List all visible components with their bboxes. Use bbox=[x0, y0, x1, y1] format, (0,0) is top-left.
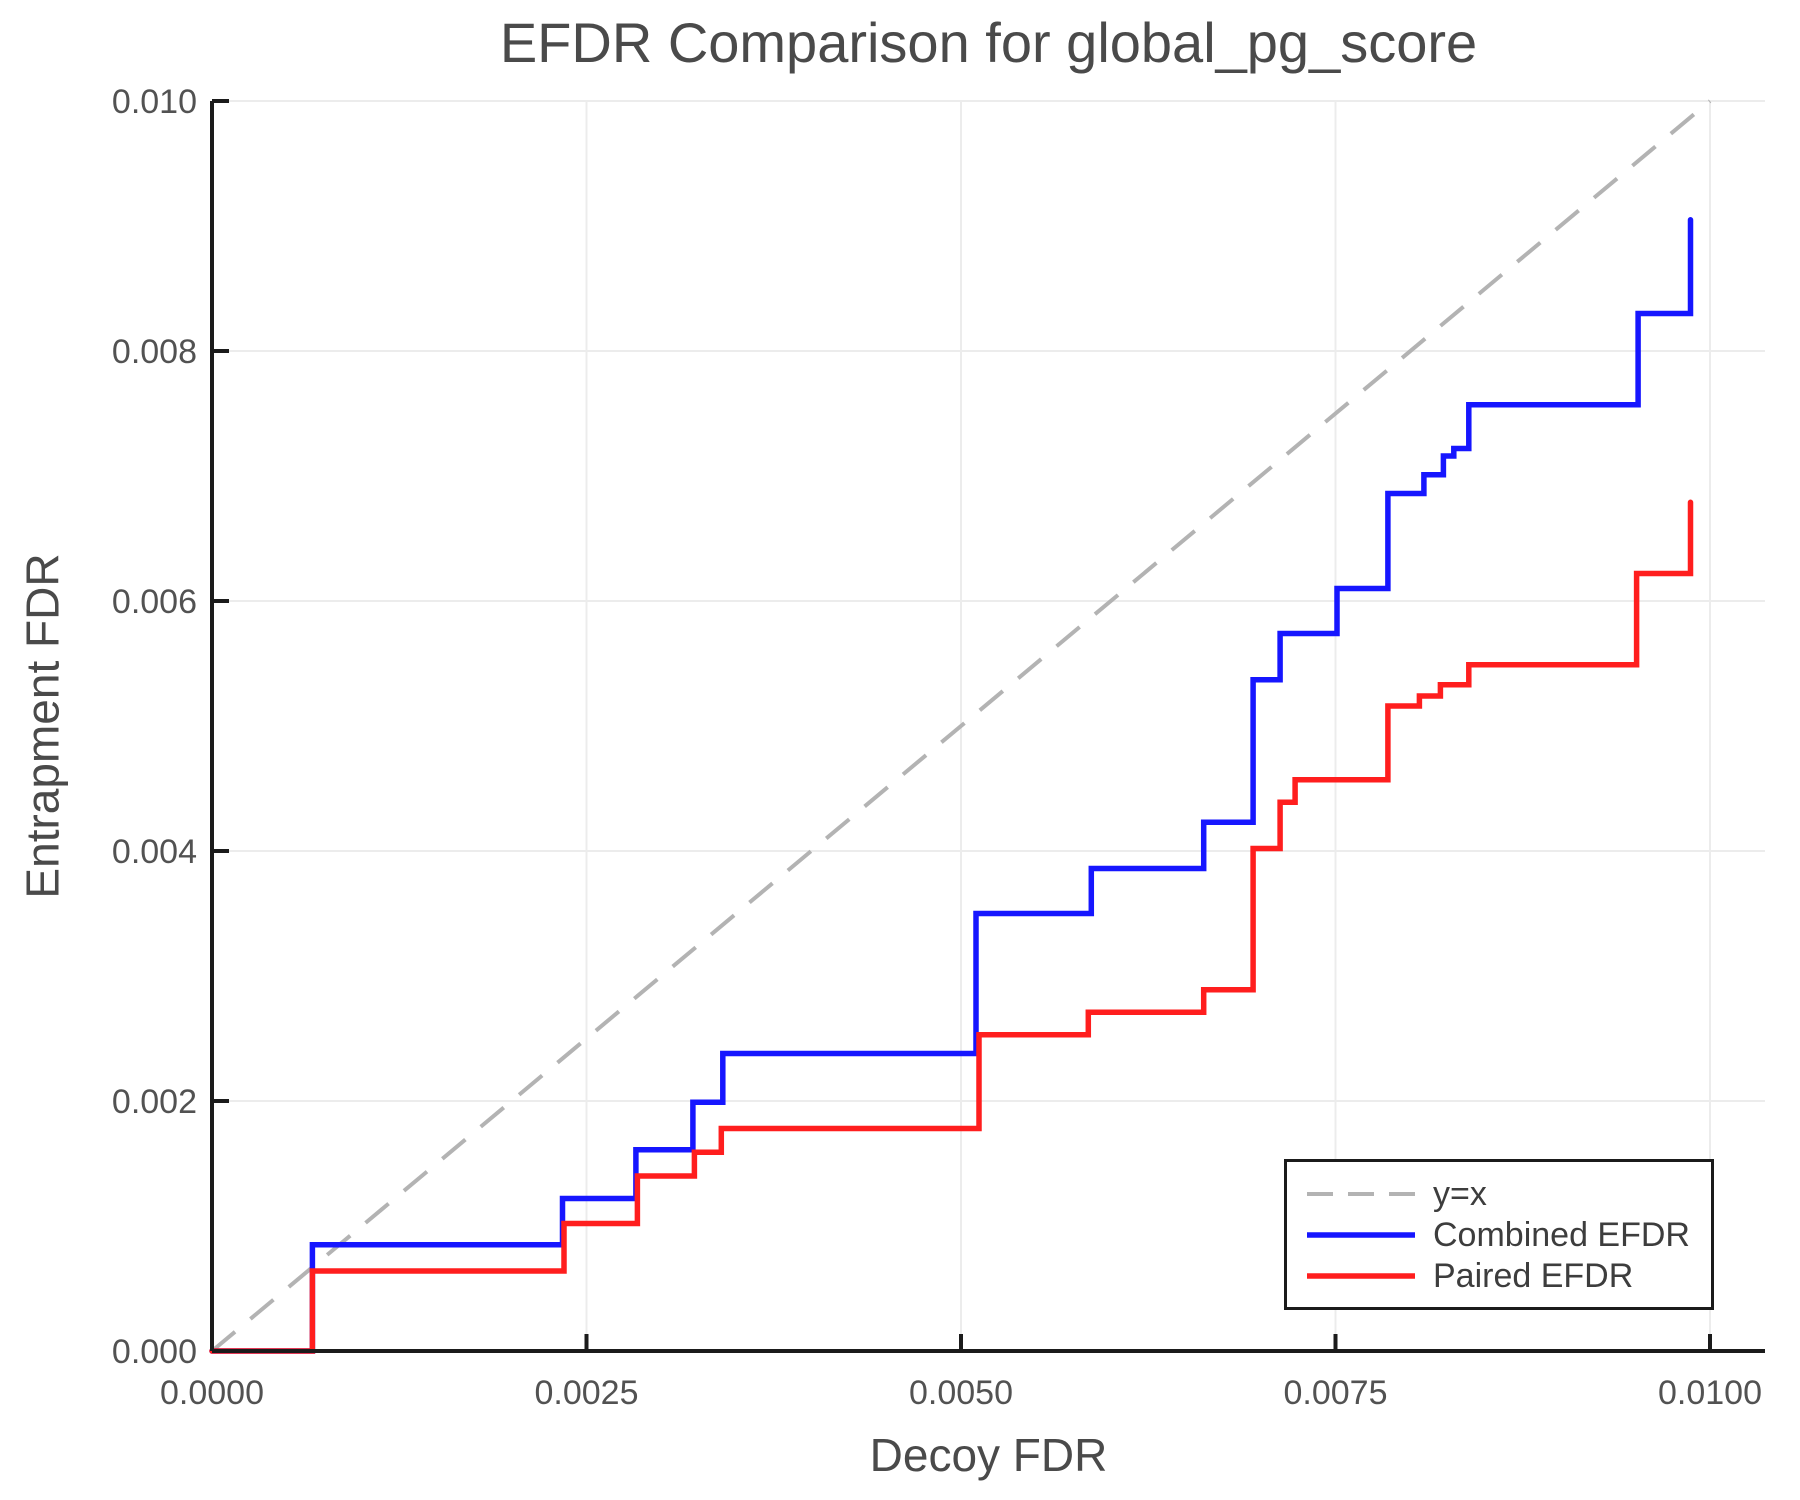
x-axis-label: Decoy FDR bbox=[869, 1429, 1108, 1481]
y-tick-label: 0.004 bbox=[112, 833, 197, 871]
combined-efdr-line-sample bbox=[1307, 1231, 1415, 1238]
x-tick-label: 0.0025 bbox=[535, 1374, 639, 1412]
y-tick-label: 0.006 bbox=[112, 583, 197, 621]
chart-title: EFDR Comparison for global_pg_score bbox=[499, 11, 1478, 74]
x-tick-label: 0.0100 bbox=[1658, 1374, 1762, 1412]
y-tick-label: 0.002 bbox=[112, 1083, 197, 1121]
y-tick-label: 0.000 bbox=[112, 1333, 197, 1371]
y-tick-label: 0.010 bbox=[112, 83, 197, 121]
x-tick-label: 0.0075 bbox=[1284, 1374, 1388, 1412]
y-axis-label: Entrapment FDR bbox=[17, 553, 69, 899]
identity-line bbox=[210, 99, 1712, 1353]
y-tick-label: 0.008 bbox=[112, 333, 197, 371]
legend-item-combined-efdr: Combined EFDR bbox=[1305, 1216, 1711, 1254]
identity-line-sample bbox=[1307, 1191, 1415, 1196]
legend: y=x Combined EFDR Paired EFDR bbox=[1284, 1159, 1714, 1310]
legend-label-combined-efdr: Combined EFDR bbox=[1433, 1215, 1690, 1254]
x-tick-label: 0.0050 bbox=[909, 1374, 1013, 1412]
legend-label-paired-efdr: Paired EFDR bbox=[1433, 1256, 1634, 1295]
series-path-paired-efdr bbox=[209, 499, 1694, 1354]
paired-efdr-line-sample bbox=[1307, 1272, 1415, 1279]
legend-label-identity: y=x bbox=[1433, 1174, 1487, 1213]
y-axis-label-container: Entrapment FDR bbox=[14, 101, 72, 1351]
x-tick-label: 0.0000 bbox=[160, 1374, 264, 1412]
series-path-combined-efdr bbox=[209, 217, 1694, 1354]
legend-item-identity: y=x bbox=[1305, 1175, 1711, 1213]
legend-item-paired-efdr: Paired EFDR bbox=[1305, 1257, 1711, 1295]
